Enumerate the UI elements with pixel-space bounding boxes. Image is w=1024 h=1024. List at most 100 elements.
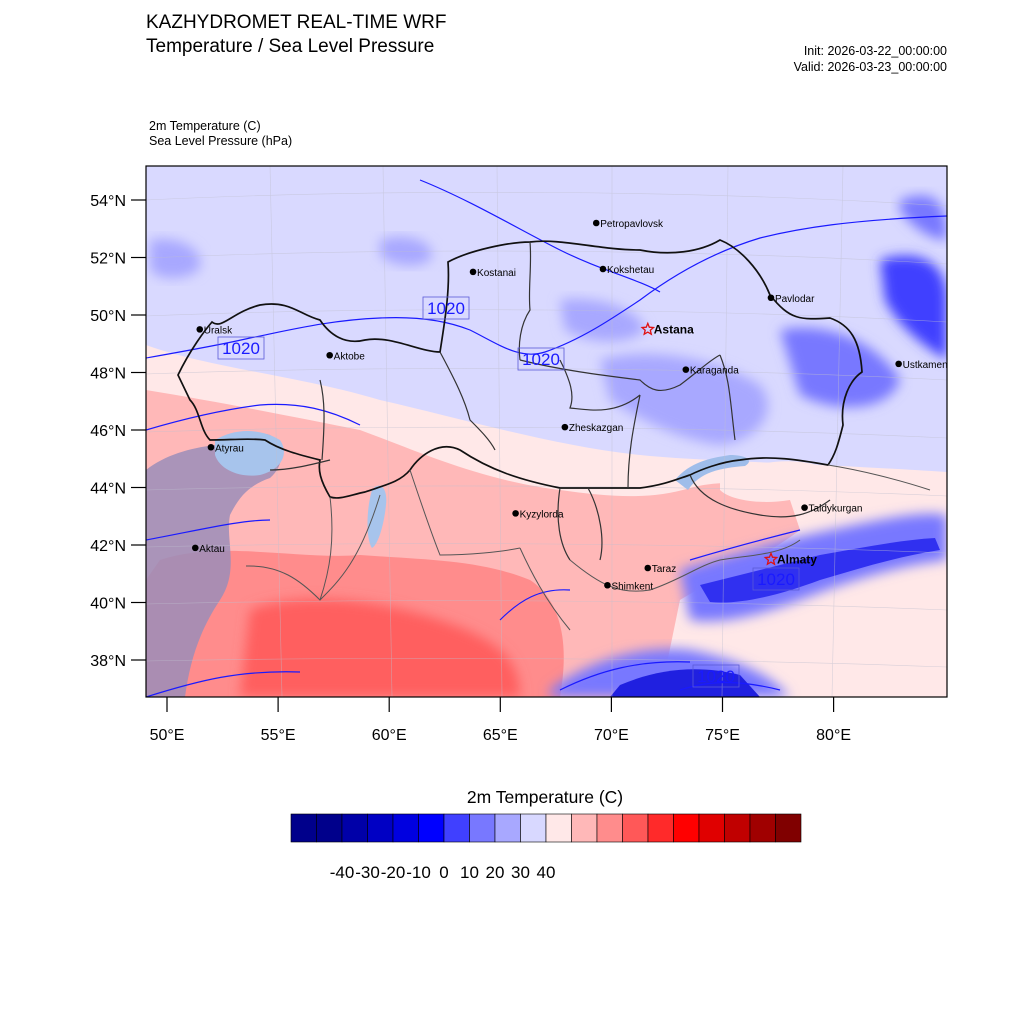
city-dot-icon (512, 510, 519, 517)
lon-tick-label: 60°E (372, 727, 407, 744)
temperature-variable-label: 2m Temperature (C) (149, 119, 261, 133)
city-label: Ustkamen (903, 360, 948, 371)
lat-tick-label: 42°N (90, 538, 126, 555)
colorbar-tick-label: -10 (406, 863, 431, 882)
lat-tick-label: 40°N (90, 596, 126, 613)
lon-tick-label: 80°E (816, 727, 851, 744)
city-label: Petropavlovsk (600, 219, 664, 230)
lat-tick-label: 48°N (90, 366, 126, 383)
city-label: Uralsk (204, 325, 233, 336)
isobar-label: 1020 (757, 570, 795, 589)
city-dot-icon (469, 268, 477, 276)
colorbar-swatch (469, 813, 496, 843)
lon-tick-label: 55°E (261, 727, 296, 744)
lat-tick-label: 46°N (90, 423, 126, 440)
isobar-labels: 1020 1020 1020 1020 1020 (217, 296, 800, 688)
colorbar-tick-label: 0 (439, 863, 448, 882)
city-dot-icon (644, 564, 652, 572)
valid-time: Valid: 2026-03-23_00:00:00 (793, 60, 947, 74)
map-subtitle: Temperature / Sea Level Pressure (146, 36, 435, 57)
temperature-field (146, 166, 947, 697)
colorbar-swatch (367, 813, 394, 843)
city-label: Taraz (652, 564, 676, 575)
colorbar-tick-label: 20 (486, 863, 505, 882)
city-dot-icon (196, 326, 204, 333)
isobar-label-box (692, 664, 740, 688)
longitude-ticks: 50°E 55°E 60°E 65°E 70°E 75°E 80°E (150, 697, 851, 744)
colorbar-swatch (571, 813, 598, 843)
colorbar-swatch (443, 813, 470, 843)
colorbar-swatch (290, 813, 317, 843)
city-dot-icon (191, 544, 199, 552)
colorbar-swatch (622, 813, 649, 843)
init-time: Init: 2026-03-22_00:00:00 (803, 44, 947, 58)
capital-city-label: Almaty (777, 552, 817, 566)
isobar-label: 1020 (522, 350, 560, 369)
city-label: Kokshetau (607, 265, 654, 276)
city-label: Kostanai (477, 268, 516, 279)
colorbar-swatch (418, 813, 445, 843)
colorbar-tick-label: 30 (511, 863, 530, 882)
lon-tick-label: 75°E (705, 727, 740, 744)
city-dot-icon (801, 504, 808, 511)
isobar-label: 1020 (427, 299, 465, 318)
city-label: Atyrau (215, 443, 244, 454)
city-dot-icon (604, 581, 611, 589)
country-border (177, 239, 863, 499)
city-label: Pavlodar (775, 294, 815, 305)
city-dot-icon (767, 294, 775, 302)
pressure-variable-label: Sea Level Pressure (hPa) (149, 134, 293, 148)
lon-tick-label: 65°E (483, 727, 518, 744)
colorbar-swatch (647, 813, 674, 843)
colorbar-tick-label: 10 (460, 863, 479, 882)
colorbar-swatch (775, 813, 802, 843)
isobar-label-box (752, 567, 800, 591)
colorbar-swatch (749, 813, 776, 843)
isobar-label-box (217, 336, 265, 360)
capital-city-label: Astana (654, 322, 694, 336)
city-dot-icon (895, 360, 902, 368)
city-dot-icon (682, 366, 690, 373)
temperature-colorbar: -40 -30 -20 -10 0 10 20 30 40 (290, 813, 802, 882)
city-label: Shimkent (611, 581, 653, 592)
city-label: Zheskazgan (569, 423, 623, 434)
capital-star-icon (763, 551, 779, 566)
neighbor-borders (245, 464, 931, 631)
city-label: Karaganda (690, 366, 739, 377)
city-dot-icon (592, 219, 600, 227)
lat-tick-label: 52°N (90, 251, 126, 268)
city-dot-icon (326, 351, 333, 359)
colorbar-swatch (520, 813, 547, 843)
city-label: Aktobe (334, 351, 366, 362)
isobar-label-box (517, 347, 565, 371)
city-dot-icon (207, 443, 215, 451)
colorbar-swatch (494, 813, 521, 843)
city-label: Aktau (199, 544, 225, 555)
city-label: Taldykurgan (809, 504, 863, 515)
map-frame (145, 165, 948, 698)
lat-tick-label: 38°N (90, 653, 126, 670)
isobar-label-box (422, 296, 470, 320)
colorbar-tick-label: -40 (330, 863, 355, 882)
colorbar-swatch (341, 813, 368, 843)
map-title: KAZHYDROMET REAL-TIME WRF (146, 12, 447, 33)
city-dot-icon (561, 423, 569, 431)
region-borders (269, 241, 831, 561)
colorbar-swatch (316, 813, 343, 843)
colorbar-swatch (698, 813, 725, 843)
latitude-ticks: 54°N 52°N 50°N 48°N 46°N 44°N 42°N 40°N 38°N (90, 193, 146, 670)
colorbar-tick-label: 40 (537, 863, 556, 882)
isobar-label: 1020 (697, 667, 735, 686)
colorbar-swatch (673, 813, 700, 843)
colorbar-swatch (596, 813, 623, 843)
lat-tick-label: 50°N (90, 308, 126, 325)
isobar-label: 1020 (222, 339, 260, 358)
colorbar-swatch (724, 813, 751, 843)
city-dot-icon (599, 265, 607, 273)
colorbar-title: 2m Temperature (C) (466, 787, 624, 807)
lon-tick-label: 50°E (150, 727, 185, 744)
capital-star-icon (640, 321, 656, 336)
lon-tick-label: 70°E (594, 727, 629, 744)
colorbar-tick-label: -20 (381, 863, 406, 882)
